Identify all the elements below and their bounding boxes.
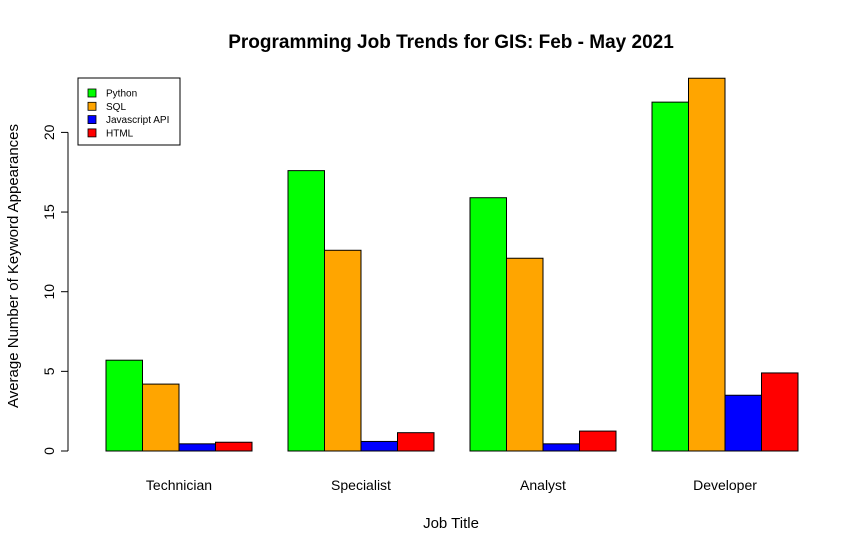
bar-javascript-api (360, 440, 398, 452)
legend: Python SQL Javascript API HTML (77, 77, 181, 146)
y-axis-label: Average Number of Keyword Appearances (5, 124, 22, 408)
y-tick-label: 20 (41, 124, 57, 140)
y-tick-label: 0 (41, 447, 57, 455)
x-category-label: Developer (693, 477, 757, 493)
bar-html (397, 432, 435, 452)
x-category-label: Analyst (520, 477, 566, 493)
y-tick-label: 5 (41, 367, 57, 375)
bar-html (215, 441, 253, 452)
bar-javascript-api (542, 443, 580, 452)
bar-sql (142, 383, 180, 452)
x-category-label: Specialist (331, 477, 391, 493)
bar-javascript-api (724, 394, 762, 452)
legend-swatch (87, 115, 97, 124)
bar-html (579, 430, 617, 452)
chart-title: Programming Job Trends for GIS: Feb - Ma… (228, 32, 674, 53)
legend-label: HTML (106, 128, 134, 139)
bar-sql (506, 257, 544, 452)
x-category-label: Technician (146, 477, 212, 493)
bar-group (105, 359, 253, 452)
x-axis-label: Job Title (423, 515, 479, 532)
legend-label: Javascript API (106, 115, 169, 126)
legend-label: SQL (106, 102, 126, 113)
y-axis: 0 5 10 15 20 (41, 124, 69, 455)
bar-python (287, 170, 325, 452)
bar-group (651, 77, 799, 452)
bar-javascript-api (178, 443, 216, 452)
bar-sql (324, 249, 362, 452)
legend-label: Python (106, 89, 137, 100)
bar-sql (688, 77, 726, 452)
legend-swatch (87, 88, 97, 98)
legend-swatch (87, 128, 97, 138)
x-category-labels: Technician Specialist Analyst Developer (146, 477, 757, 493)
bars (105, 77, 799, 452)
y-tick-label: 15 (41, 204, 57, 220)
y-tick-label: 10 (41, 284, 57, 300)
bar-python (651, 101, 689, 452)
bar-python (105, 359, 143, 452)
bar-html (761, 372, 799, 452)
bar-group (469, 197, 617, 452)
bar-python (469, 197, 507, 452)
bar-group (287, 170, 435, 452)
legend-swatch (87, 101, 97, 111)
